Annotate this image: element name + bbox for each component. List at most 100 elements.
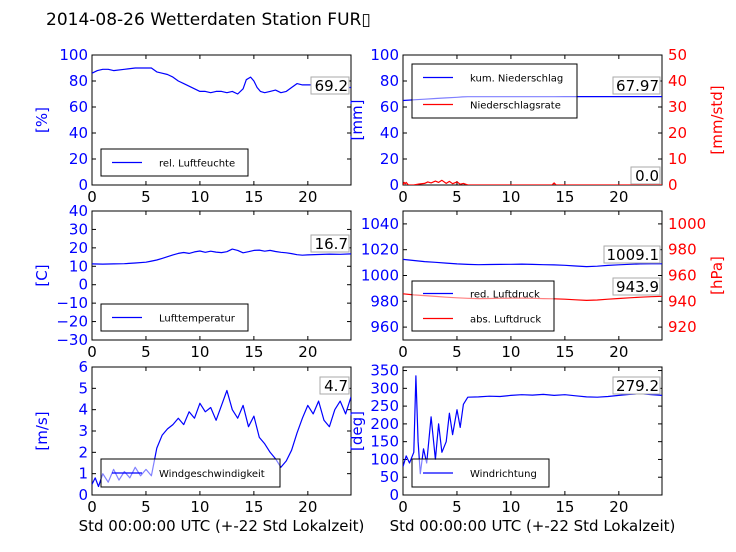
legend-label: kum. Niederschlag: [470, 74, 563, 85]
x-tick-label: 15: [244, 343, 263, 361]
y-tick-label: 10: [69, 257, 88, 275]
y-tick-label: 40: [69, 202, 88, 220]
x-tick-label: 10: [501, 498, 520, 516]
y-tick-label: 80: [380, 72, 399, 90]
y-tick-label: −20: [56, 313, 88, 331]
y-tick-label-right: 980: [668, 241, 697, 259]
y-tick-label-right: 960: [668, 267, 697, 285]
value-label: 4.7: [324, 377, 348, 395]
legend-label: red. Luftdruck: [470, 290, 540, 301]
plot-frame: [91, 210, 352, 341]
y-axis-label: [%]: [33, 107, 51, 133]
y-tick-label: 1020: [361, 241, 399, 259]
value-label-box: [319, 376, 350, 395]
x-tick-label: 0: [398, 343, 408, 361]
y-tick-label: 960: [370, 318, 399, 336]
y-tick-label: −10: [56, 294, 88, 312]
y-tick-label: 6: [78, 358, 88, 376]
y-tick-label: 1: [78, 465, 88, 483]
y-tick-label: 980: [370, 292, 399, 310]
plot-frame: [91, 54, 352, 186]
y-tick-label: 40: [380, 124, 399, 142]
value-label: 1009.1: [607, 246, 660, 264]
x-tick-label: 15: [555, 188, 574, 206]
x-tick-label: 5: [141, 343, 151, 361]
x-tick-label: 0: [398, 188, 408, 206]
x-tick-label: 20: [609, 188, 628, 206]
x-tick-label: 10: [190, 188, 209, 206]
legend-label: Windrichtung: [470, 469, 537, 480]
panel-temperature: 0 5 10 15 20−30−20−10010203040[C]Lufttempera…: [33, 202, 352, 361]
x-axis-label: Std 00:00:00 UTC (+-22 Std Lokalzeit): [79, 517, 365, 535]
y-axis-label: [deg]: [348, 411, 366, 451]
value-label: 16.7: [315, 235, 348, 253]
value-label: 67.97: [616, 77, 659, 95]
y-tick-label: 0: [389, 176, 399, 194]
y-tick-label: 150: [370, 433, 399, 451]
x-tick-label: 20: [609, 343, 628, 361]
x-tick-label: 20: [298, 498, 317, 516]
y-axis-label: [C]: [33, 264, 51, 286]
x-tick-label: 20: [609, 498, 628, 516]
legend-box: [100, 303, 249, 332]
value-label-box: [612, 376, 661, 395]
legend-label: Lufttemperatur: [159, 314, 236, 325]
value-label-box: [630, 166, 661, 185]
y-tick-label: 100: [370, 450, 399, 468]
legend-box: [411, 63, 578, 119]
y-tick-label: 0: [389, 486, 399, 504]
y-axis-label-right: [hPa]: [708, 256, 726, 295]
y-tick-label-right: 10: [668, 150, 687, 168]
series-line: [403, 258, 662, 268]
legend-label: Niederschlagsrate: [470, 101, 561, 112]
y-tick-label: 20: [69, 150, 88, 168]
y-tick-label-right: 50: [668, 46, 687, 64]
y-tick-label: 0: [78, 486, 88, 504]
y-tick-label: 200: [370, 415, 399, 433]
panel-humidity: 0 5 10 15 20 0 20 40 60 80 100 [%] rel. Luftfeuchte 6…: [33, 46, 352, 206]
legend-label: Windgeschwindigkeit: [159, 469, 265, 480]
series-line: [403, 179, 662, 185]
y-tick-label: 350: [370, 362, 399, 380]
x-tick-label: 0: [87, 343, 97, 361]
y-tick-label: 60: [380, 98, 399, 116]
y-axis-label: [mm]: [348, 100, 366, 141]
x-tick-label: 0: [87, 188, 97, 206]
panel-pressure: 0 5 10 15 20 960 980 1000 1020 1040 920 940 960 980 10…: [361, 210, 726, 361]
y-tick-label: 100: [370, 46, 399, 64]
value-label-box: [612, 277, 661, 296]
x-tick-label: 0: [87, 498, 97, 516]
x-tick-label: 5: [141, 498, 151, 516]
y-tick-label-right: 1000: [668, 215, 706, 233]
x-tick-label: 5: [452, 498, 462, 516]
y-tick-label-right: 920: [668, 318, 697, 336]
series-line: [92, 248, 351, 265]
y-axis-label-right: [mm/std]: [708, 85, 726, 154]
y-tick-label: 100: [59, 46, 88, 64]
y-tick-label: 2: [78, 443, 88, 461]
x-tick-label: 0: [398, 498, 408, 516]
y-tick-label: 60: [69, 98, 88, 116]
y-axis-label: [m/s]: [33, 411, 51, 450]
y-tick-label: 250: [370, 397, 399, 415]
x-tick-label: 5: [141, 188, 151, 206]
x-axis-label: Std 00:00:00 UTC (+-22 Std Lokalzeit): [390, 517, 676, 535]
x-tick-label: 10: [501, 343, 520, 361]
y-tick-label: 5: [78, 379, 88, 397]
value-label-box: [310, 76, 350, 95]
x-tick-label: 20: [298, 188, 317, 206]
x-tick-label: 10: [190, 343, 209, 361]
x-tick-label: 5: [452, 343, 462, 361]
y-tick-label-right: 20: [668, 124, 687, 142]
y-tick-label-right: 30: [668, 98, 687, 116]
panel-precipitation: 0 5 10 15 20 0 20 40 60 80 100 0 10 20 30 40 50 [mm] [mm/s…: [348, 46, 726, 206]
y-tick-label-right: 940: [668, 292, 697, 310]
plot-frame: [402, 366, 663, 496]
y-tick-label: 20: [69, 239, 88, 257]
y-tick-label: 3: [78, 422, 88, 440]
y-tick-label: 1040: [361, 215, 399, 233]
y-tick-label: 0: [78, 276, 88, 294]
legend-label: abs. Luftdruck: [470, 315, 541, 326]
